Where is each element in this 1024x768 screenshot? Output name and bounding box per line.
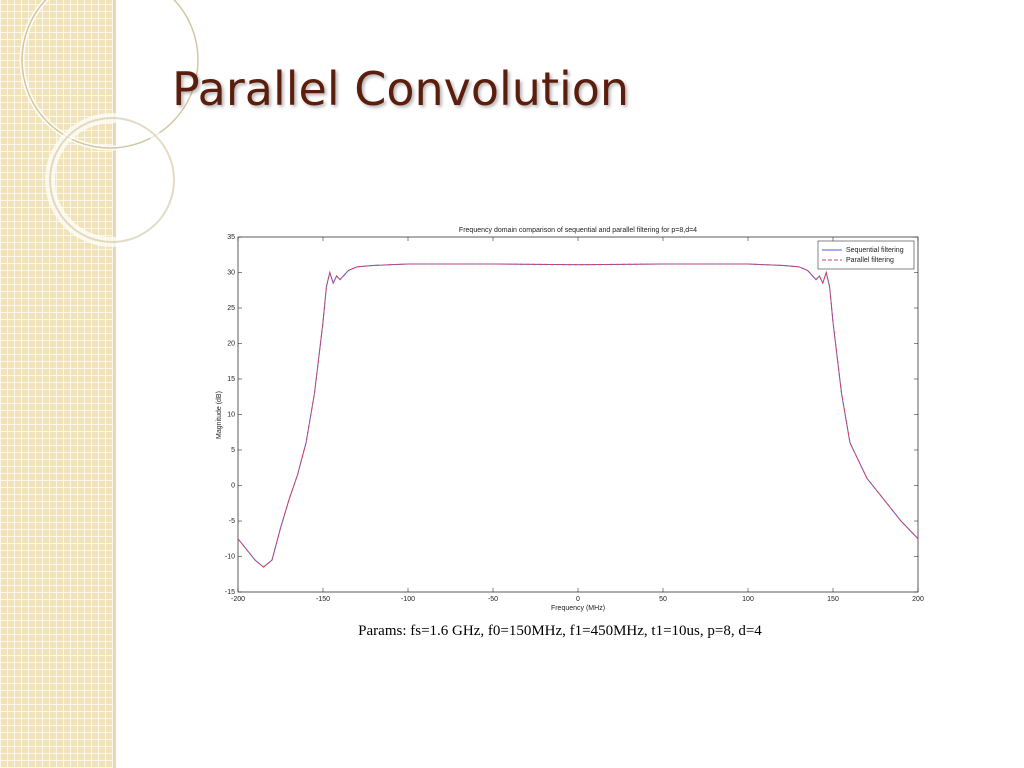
x-tick-label: -200 xyxy=(231,596,245,603)
y-tick-label: 10 xyxy=(227,411,235,418)
plot-area xyxy=(237,236,919,593)
chart-title: Frequency domain comparison of sequentia… xyxy=(459,227,697,234)
slide-title: Parallel Convolution xyxy=(172,62,630,116)
y-tick-label: 35 xyxy=(227,234,235,241)
x-tick-label: 0 xyxy=(576,596,580,603)
legend-label: Sequential filtering xyxy=(846,247,904,254)
x-tick-label: -150 xyxy=(316,596,330,603)
x-tick-label: -100 xyxy=(401,596,415,603)
y-tick-label: 20 xyxy=(227,340,235,347)
y-tick-label: -15 xyxy=(225,589,235,596)
x-tick-label: 50 xyxy=(659,596,667,603)
x-tick-label: 150 xyxy=(827,596,839,603)
y-tick-label: -10 xyxy=(225,553,235,560)
legend-box xyxy=(817,240,915,270)
y-tick-label: 25 xyxy=(227,305,235,312)
y-tick-label: 30 xyxy=(227,269,235,276)
caption: Params: fs=1.6 GHz, f0=150MHz, f1=450MHz… xyxy=(358,623,762,639)
decor-rings xyxy=(19,0,201,247)
x-axis-label: Frequency (MHz) xyxy=(551,605,605,612)
y-tick-label: 5 xyxy=(231,447,235,454)
y-axis-label: Magnitude (dB) xyxy=(216,391,223,439)
x-tick-label: 100 xyxy=(742,596,754,603)
series-line xyxy=(237,263,919,568)
x-tick-label: 200 xyxy=(912,596,924,603)
legend-label: Parallel filtering xyxy=(846,257,894,264)
x-tick-label: -50 xyxy=(488,596,498,603)
chart: Frequency domain comparison of sequentia… xyxy=(215,226,924,612)
y-tick-label: 15 xyxy=(227,376,235,383)
y-tick-label: -5 xyxy=(229,518,235,525)
y-tick-label: 0 xyxy=(231,482,235,489)
